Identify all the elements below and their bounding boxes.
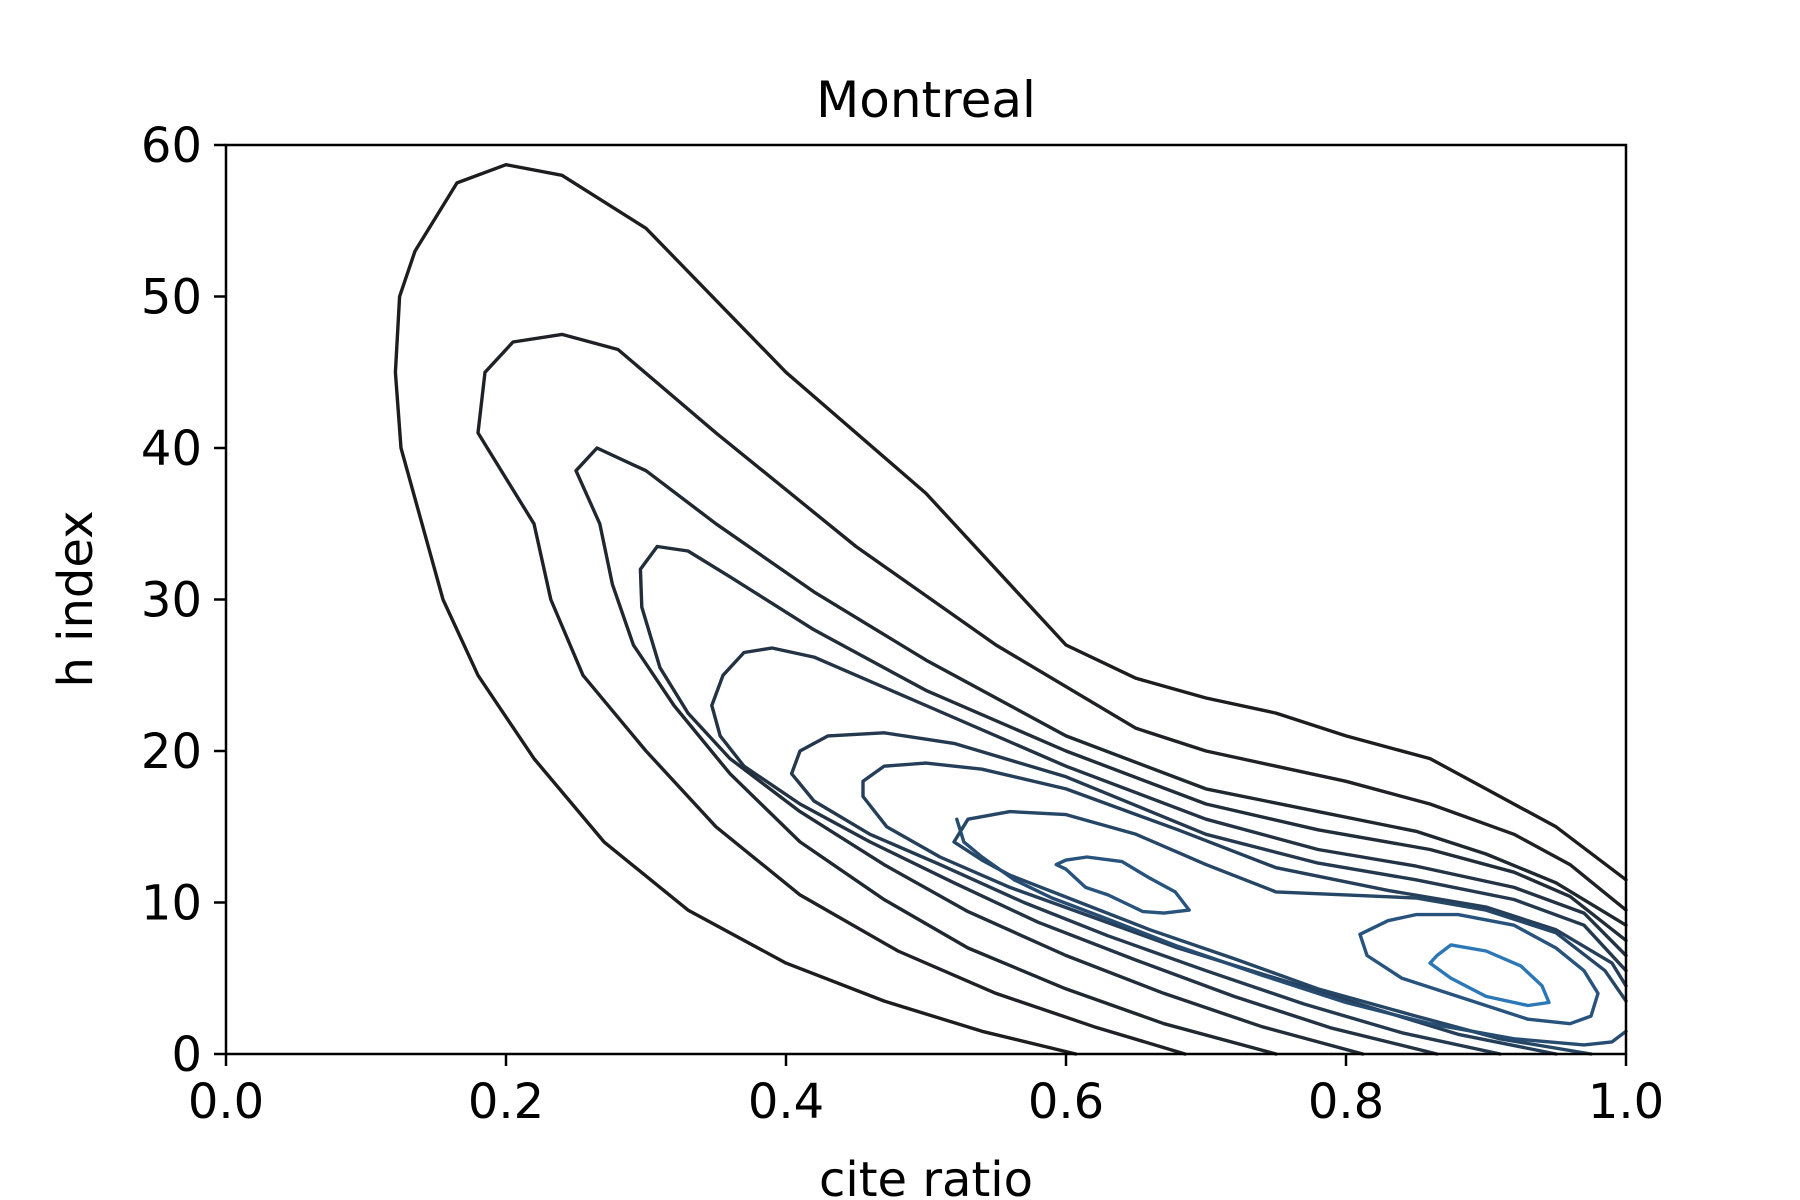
contour-line-level-3-2 — [574, 446, 1628, 1056]
y-tick-label: 20 — [141, 724, 202, 780]
contour-line-level-8-7 — [952, 809, 1628, 1056]
x-tick-label: 1.0 — [1588, 1074, 1664, 1130]
y-tick-label: 50 — [141, 270, 202, 326]
contour-line-level-5-4 — [710, 646, 1628, 1056]
x-tick-label: 0.0 — [188, 1074, 264, 1130]
contour-line-level-11-11 — [1428, 943, 1551, 1008]
y-tick-label: 40 — [141, 421, 202, 477]
plot-frame — [224, 143, 1628, 1056]
y-axis-title: h index — [48, 511, 104, 688]
contour-line-level-2-1 — [476, 332, 1628, 1056]
x-tick-label: 0.8 — [1308, 1074, 1384, 1130]
y-tick-label: 0 — [171, 1027, 202, 1083]
chart-title: Montreal — [816, 71, 1036, 129]
y-axis-ticks: 0 10 20 30 40 50 60 — [141, 118, 226, 1083]
contour-line-level-1-0 — [393, 162, 1628, 1056]
x-tick-label: 0.4 — [748, 1074, 824, 1130]
contour-line-level-7-6 — [861, 761, 1628, 1056]
contour-line-level-9-8 — [955, 817, 1628, 1047]
x-axis-title: cite ratio — [819, 1152, 1033, 1200]
x-axis-ticks: 0.0 0.2 0.4 0.6 0.8 1.0 — [188, 1054, 1664, 1130]
contour-line-level-6-5 — [789, 731, 1628, 1056]
y-tick-label: 10 — [141, 876, 202, 932]
contour-line-level-10-9 — [1054, 855, 1191, 915]
contour-line-level-10-10 — [1358, 912, 1600, 1026]
x-tick-label: 0.2 — [468, 1074, 544, 1130]
x-tick-label: 0.6 — [1028, 1074, 1104, 1130]
contour-line-level-4-3 — [638, 544, 1628, 1056]
y-tick-label: 30 — [141, 573, 202, 629]
contour-lines — [393, 162, 1628, 1056]
y-tick-label: 60 — [141, 118, 202, 174]
